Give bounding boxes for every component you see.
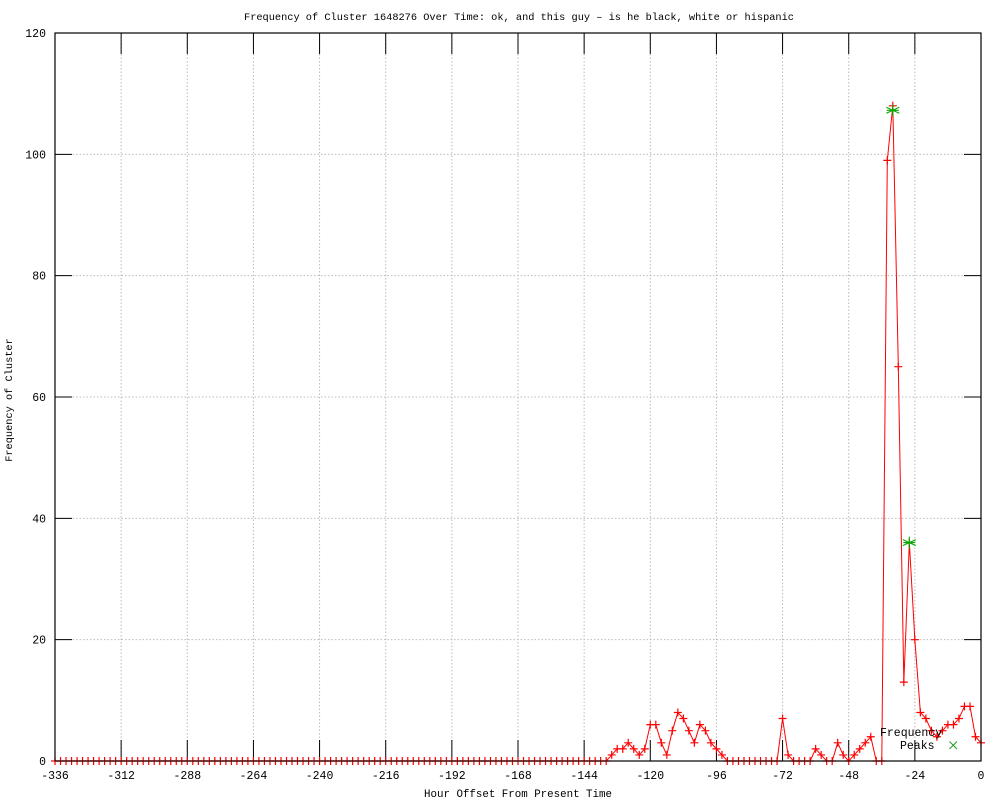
svg-text:-216: -216 — [372, 770, 400, 783]
svg-text:-144: -144 — [570, 770, 598, 783]
svg-text:-24: -24 — [905, 770, 926, 783]
svg-text:120: 120 — [25, 28, 46, 41]
svg-text:-336: -336 — [41, 770, 69, 783]
svg-text:0: 0 — [978, 770, 985, 783]
svg-text:-192: -192 — [438, 770, 466, 783]
svg-text:Hour Offset From Present Time: Hour Offset From Present Time — [424, 789, 612, 800]
svg-text:60: 60 — [32, 392, 46, 405]
svg-text:20: 20 — [32, 635, 46, 648]
svg-text:Peaks: Peaks — [900, 740, 935, 753]
svg-text:Frequency of Cluster: Frequency of Cluster — [4, 338, 16, 462]
svg-text:-288: -288 — [173, 770, 201, 783]
svg-text:-312: -312 — [107, 770, 135, 783]
svg-text:Frequency: Frequency — [880, 727, 942, 740]
svg-text:40: 40 — [32, 513, 46, 526]
svg-text:0: 0 — [39, 756, 46, 769]
svg-text:-72: -72 — [772, 770, 793, 783]
svg-text:-120: -120 — [636, 770, 664, 783]
svg-text:-168: -168 — [504, 770, 532, 783]
svg-text:-96: -96 — [706, 770, 727, 783]
svg-text:Frequency of Cluster 1648276 O: Frequency of Cluster 1648276 Over Time: … — [244, 12, 794, 24]
svg-text:-240: -240 — [306, 770, 334, 783]
svg-text:80: 80 — [32, 271, 46, 284]
svg-text:100: 100 — [25, 149, 46, 162]
svg-text:-264: -264 — [240, 770, 268, 783]
svg-text:-48: -48 — [838, 770, 859, 783]
